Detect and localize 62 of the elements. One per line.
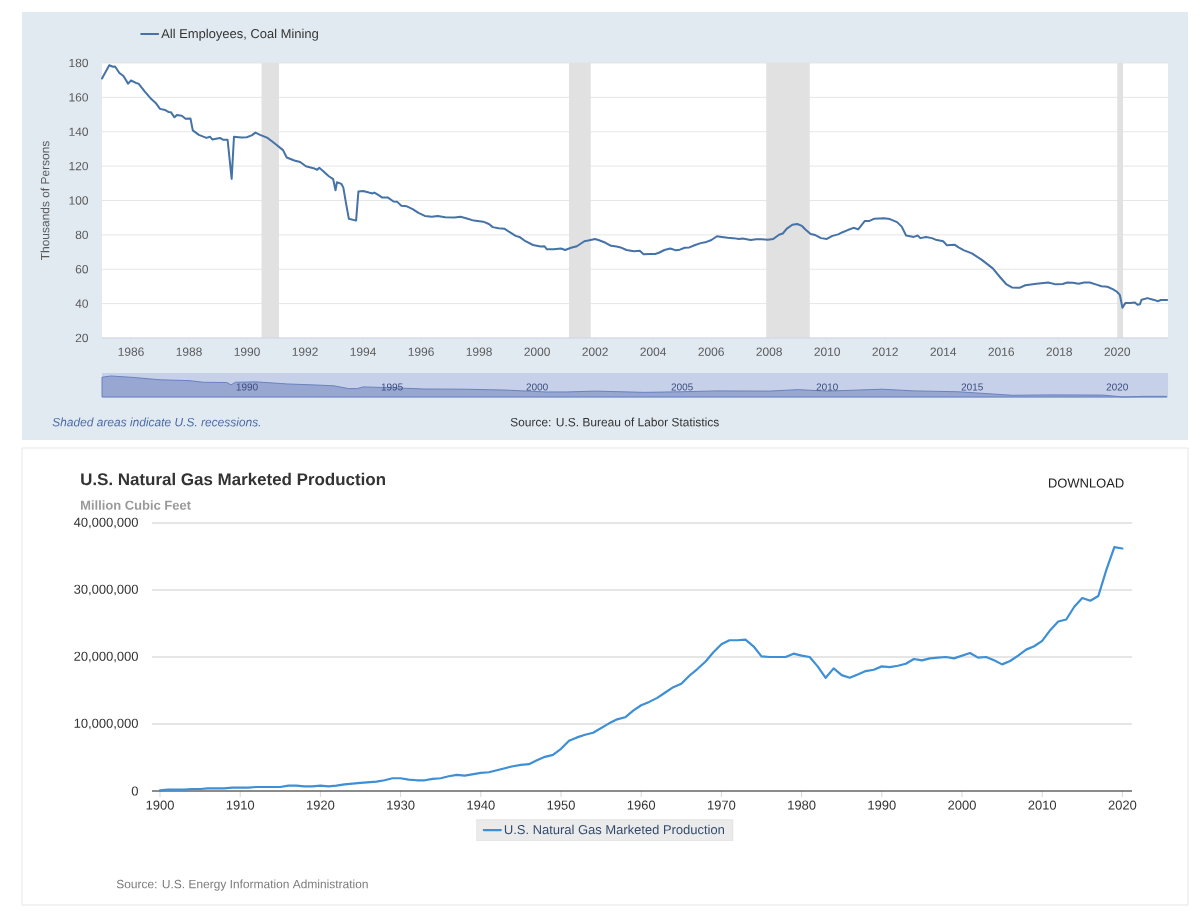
- x-tick-label: 2002: [582, 347, 608, 356]
- y-tick-label: 0: [131, 786, 138, 796]
- line-series: [101, 64, 1169, 309]
- x-tick-label: 1990: [234, 347, 260, 356]
- x-tick-label: 2005: [671, 383, 693, 391]
- y-tick-label: 60: [75, 265, 89, 274]
- y-axis-title: Thousands of Persons: [40, 141, 50, 261]
- chart-title: U.S. Natural Gas Marketed Production: [81, 472, 385, 486]
- y-tick-label: 40,000,000: [73, 517, 138, 529]
- x-tick-label: 2004: [640, 347, 667, 356]
- x-tick-label: 1994: [350, 347, 376, 356]
- x-tick-label: 2008: [756, 347, 782, 356]
- y-tick-label: 120: [69, 161, 89, 171]
- x-tick-label: 2020: [1106, 383, 1128, 391]
- x-tick-label: 2000: [524, 347, 550, 356]
- y-tick-label: 160: [69, 93, 89, 102]
- y-tick-label: 140: [69, 127, 89, 136]
- x-tick-label: 2018: [1046, 347, 1072, 356]
- x-tick-label: 1910: [226, 800, 255, 810]
- y-tick-label: 80: [75, 230, 89, 240]
- x-tick-label: 1940: [467, 800, 495, 810]
- x-tick-label: 1920: [306, 800, 335, 810]
- y-tick-label: 40: [75, 299, 89, 308]
- x-tick-label: 1980: [788, 800, 816, 810]
- text: DOWNLOAD: [1049, 478, 1124, 488]
- x-tick-label: 1930: [387, 800, 415, 810]
- x-tick-label: 1990: [236, 383, 258, 391]
- x-tick-label: 2006: [698, 347, 724, 356]
- y-tick-label: 100: [69, 196, 89, 205]
- y-tick-label: 10,000,000: [74, 718, 138, 730]
- x-tick-label: 1998: [466, 347, 492, 356]
- x-tick-label: 1996: [408, 347, 434, 356]
- x-tick-label: 2000: [948, 800, 976, 810]
- source-note: Source: U.S. Energy Information Administration: [116, 879, 368, 891]
- x-tick-label: 2020: [1104, 347, 1131, 356]
- x-tick-label: 1950: [547, 800, 575, 810]
- y-tick-label: 20: [75, 333, 89, 343]
- x-tick-label: 1900: [146, 800, 174, 810]
- x-tick-label: 1992: [292, 347, 318, 356]
- x-tick-label: 1986: [118, 347, 144, 356]
- x-tick-label: 2012: [872, 347, 898, 356]
- x-tick-label: 1995: [381, 383, 403, 391]
- source-note: Source: U.S. Bureau of Labor Statistics: [510, 417, 719, 427]
- x-tick-label: 2020: [1108, 800, 1137, 810]
- x-tick-label: 2010: [814, 347, 840, 356]
- y-tick-label: 180: [69, 58, 89, 68]
- y-axis-title: Million Cubic Feet: [81, 500, 191, 510]
- x-tick-label: 2014: [930, 347, 957, 356]
- legend-label: All Employees, Coal Mining: [161, 28, 318, 41]
- y-tick-label: 30,000,000: [74, 584, 138, 596]
- legend-label: U.S. Natural Gas Marketed Production: [504, 824, 724, 835]
- x-tick-label: 1990: [868, 800, 896, 810]
- x-tick-label: 1960: [627, 800, 656, 810]
- y-tick-label: 20,000,000: [74, 651, 138, 663]
- x-tick-label: 2015: [961, 383, 983, 391]
- text: Shaded areas indicate U.S. recessions.: [52, 417, 261, 427]
- x-tick-label: 2016: [988, 347, 1014, 356]
- x-tick-label: 2000: [526, 383, 548, 391]
- x-tick-label: 2010: [816, 383, 838, 391]
- x-tick-label: 2010: [1028, 800, 1057, 810]
- x-tick-label: 1970: [707, 800, 736, 810]
- x-tick-label: 1988: [176, 347, 202, 356]
